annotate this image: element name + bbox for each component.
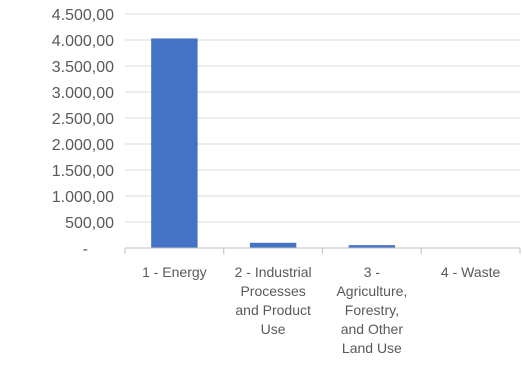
bar-2: [249, 242, 297, 248]
y-axis-tick-labels: - 500,00 1.000,00 1.500,00 2.000,00 2.500,00 3…: [52, 7, 114, 258]
y-tick-label: 1.500,00: [52, 163, 114, 180]
y-tick-label: 500,00: [65, 215, 114, 232]
x-category-label: 1 - Energy: [142, 264, 207, 280]
x-axis-category-labels: 1 - Energy 2 - Industrial Processes and Pro…: [142, 264, 500, 356]
x-category-label: 4 - Waste: [441, 264, 501, 280]
bar-3: [348, 245, 396, 248]
y-tick-label: 3.000,00: [52, 85, 114, 102]
bars: [151, 38, 396, 248]
x-axis: [124, 247, 521, 254]
y-tick-label: 2.000,00: [52, 137, 114, 154]
y-tick-label: 3.500,00: [52, 59, 114, 76]
x-category-label: 2 - Industrial Processes and Product Use: [235, 264, 312, 337]
y-tick-label: 4.000,00: [52, 33, 114, 50]
y-tick-label: 1.000,00: [52, 189, 114, 206]
y-tick-label: 2.500,00: [52, 111, 114, 128]
bar-1: [151, 38, 198, 248]
x-category-label: 3 -Agriculture, Forestry, and Other Land Us…: [336, 264, 407, 356]
y-tick-label: 4.500,00: [52, 7, 114, 24]
y-tick-label: -: [83, 241, 88, 258]
